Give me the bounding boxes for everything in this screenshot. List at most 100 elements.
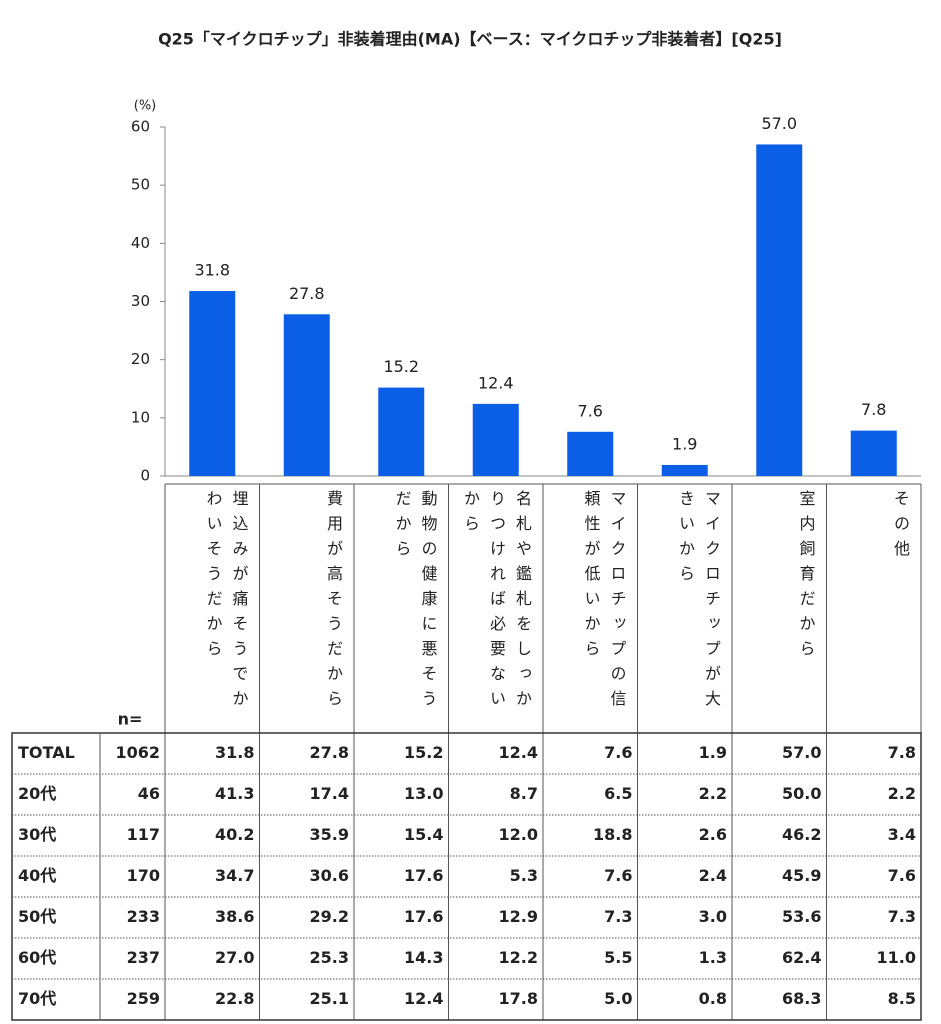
table-cell: 7.8: [888, 743, 916, 762]
table-cell: 22.8: [215, 989, 254, 1008]
y-tick-label: 50: [131, 176, 150, 194]
table-cell: 45.9: [782, 866, 821, 885]
table-border: [11, 732, 922, 1021]
n-cell: 1062: [115, 743, 160, 762]
table-cell: 1.9: [699, 743, 727, 762]
table-cell: 2.6: [699, 825, 727, 844]
table-cell: 27.8: [310, 743, 349, 762]
row-label: 30代: [18, 825, 56, 844]
table-cell: 40.2: [215, 825, 254, 844]
category-label: 費用が高そうだから: [324, 490, 343, 715]
table-cell: 12.9: [499, 907, 538, 926]
table-cell: 38.6: [215, 907, 254, 926]
table-cell: 31.8: [215, 743, 254, 762]
table-cell: 27.0: [215, 948, 254, 967]
table-cell: 7.6: [888, 866, 916, 885]
n-cell: 259: [127, 989, 160, 1008]
table-cell: 29.2: [310, 907, 349, 926]
row-label: 50代: [18, 907, 56, 926]
value-label: 57.0: [761, 114, 797, 133]
n-cell: 46: [138, 784, 160, 803]
category-label: マイクロチップの信頼性が低いから: [581, 490, 627, 715]
table-cell: 18.8: [593, 825, 632, 844]
category-label: 室内飼育だから: [796, 490, 816, 665]
value-label: 7.6: [578, 401, 603, 420]
n-cell: 170: [127, 866, 160, 885]
table-cell: 5.0: [604, 989, 632, 1008]
table-cell: 53.6: [782, 907, 821, 926]
category-label: マイクロチップが大きいから: [676, 490, 721, 715]
table-cell: 1.3: [699, 948, 727, 967]
bar: [850, 430, 897, 476]
y-tick-label: 10: [131, 408, 150, 426]
table-cell: 15.4: [404, 825, 443, 844]
table-cell: 0.8: [699, 989, 727, 1008]
bar: [283, 314, 330, 476]
table-cell: 3.0: [699, 907, 727, 926]
table-cell: 17.8: [499, 989, 538, 1008]
table-cell: 34.7: [215, 866, 254, 885]
table-cell: 3.4: [888, 825, 916, 844]
table-cell: 57.0: [782, 743, 821, 762]
category-label: 埋込みが痛そうでかわいそうだから: [203, 490, 249, 715]
bar: [189, 291, 236, 476]
table-cell: 12.4: [404, 989, 443, 1008]
n-cell: 117: [127, 825, 160, 844]
table-cell: 15.2: [404, 743, 443, 762]
bar: [472, 403, 519, 476]
table-cell: 17.6: [404, 866, 443, 885]
table-cell: 12.4: [499, 743, 538, 762]
y-tick-label: 0: [140, 467, 150, 485]
table-cell: 2.2: [888, 784, 916, 803]
table-cell: 2.2: [699, 784, 727, 803]
row-label: 20代: [18, 784, 56, 803]
table-cell: 25.1: [310, 989, 349, 1008]
table-cell: 17.6: [404, 907, 443, 926]
category-label: 動物の健康に悪そうだから: [392, 490, 438, 715]
table-cell: 8.5: [888, 989, 916, 1008]
table-cell: 41.3: [215, 784, 254, 803]
y-tick-label: 30: [131, 292, 150, 310]
row-label: 70代: [18, 989, 56, 1008]
table-cell: 50.0: [782, 784, 821, 803]
y-tick-label: 20: [131, 350, 150, 368]
row-label: 40代: [18, 866, 56, 885]
table-cell: 46.2: [782, 825, 821, 844]
value-label: 12.4: [478, 373, 514, 392]
n-cell: 237: [127, 948, 160, 967]
y-axis-label: (%): [134, 99, 157, 114]
chart-title: Q25「マイクロチップ」非装着理由(MA)【ベース：マイクロチップ非装着者】[Q…: [158, 30, 782, 49]
table-cell: 7.3: [888, 907, 916, 926]
table-cell: 7.6: [604, 743, 632, 762]
bar: [756, 144, 803, 476]
bar: [378, 387, 425, 476]
table-cell: 7.3: [604, 907, 632, 926]
table-cell: 11.0: [877, 948, 916, 967]
table-cell: 2.4: [699, 866, 727, 885]
n-header: n=: [118, 710, 143, 729]
value-label: 1.9: [672, 434, 697, 453]
table-cell: 17.4: [310, 784, 349, 803]
table-cell: 5.5: [604, 948, 632, 967]
table-cell: 14.3: [404, 948, 443, 967]
row-label: TOTAL: [18, 743, 75, 762]
value-label: 15.2: [383, 357, 419, 376]
y-tick-label: 60: [131, 118, 150, 136]
y-tick-label: 40: [131, 234, 150, 252]
table-cell: 5.3: [510, 866, 538, 885]
table-cell: 6.5: [604, 784, 632, 803]
table-cell: 13.0: [404, 784, 443, 803]
table-cell: 68.3: [782, 989, 821, 1008]
table-cell: 8.7: [510, 784, 538, 803]
table-cell: 12.0: [499, 825, 538, 844]
category-label: その他: [891, 490, 910, 565]
bar: [567, 431, 614, 476]
table-cell: 12.2: [499, 948, 538, 967]
table-cell: 7.6: [604, 866, 632, 885]
table-cell: 35.9: [310, 825, 349, 844]
value-label: 31.8: [194, 261, 230, 280]
value-label: 7.8: [861, 400, 886, 419]
row-label: 60代: [18, 948, 56, 967]
